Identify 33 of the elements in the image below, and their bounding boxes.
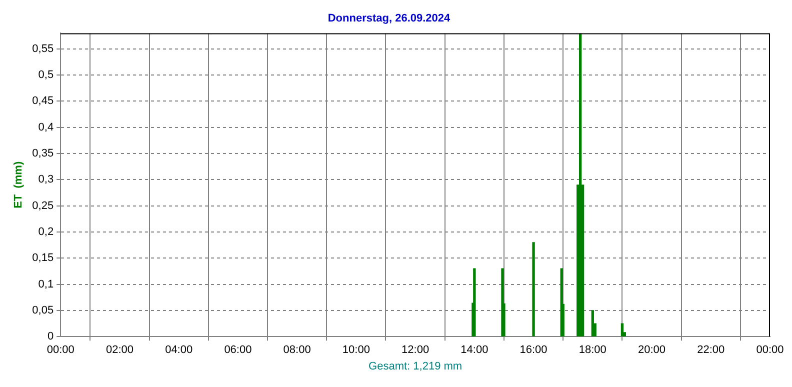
x-tick-label: 08:00 bbox=[283, 344, 311, 356]
y-tick-label: 0,1 bbox=[38, 278, 54, 290]
bar bbox=[620, 323, 624, 336]
y-tick-label: 0,3 bbox=[38, 174, 54, 186]
bar bbox=[532, 242, 535, 336]
x-tick-label: 10:00 bbox=[342, 344, 370, 356]
x-tick-label: 00:00 bbox=[756, 344, 784, 356]
y-tick-label: 0 bbox=[47, 330, 54, 343]
bar bbox=[578, 33, 582, 336]
y-tick-label: 0,5 bbox=[38, 69, 54, 82]
x-tick-label: 12:00 bbox=[402, 344, 430, 356]
bar bbox=[591, 310, 594, 336]
y-tick-label: 0,55 bbox=[32, 42, 54, 55]
chart-title: Donnerstag, 26.09.2024 bbox=[328, 12, 452, 25]
y-tick-label: 0,25 bbox=[32, 200, 54, 212]
x-tick-label: 04:00 bbox=[165, 344, 193, 356]
x-tick-label: 18:00 bbox=[578, 344, 606, 356]
y-tick-label: 0,45 bbox=[32, 95, 54, 108]
x-axis-title: Gesamt: 1,219 mm bbox=[368, 360, 462, 372]
y-tick-label: 0,05 bbox=[32, 304, 54, 316]
x-tick-label: 16:00 bbox=[520, 344, 548, 356]
x-tick-label: 22:00 bbox=[697, 344, 725, 356]
x-tick-label: 00:00 bbox=[46, 344, 74, 356]
x-tick-label: 14:00 bbox=[460, 344, 488, 356]
y-tick-label: 0,4 bbox=[38, 121, 54, 134]
x-tick-label: 06:00 bbox=[224, 344, 252, 356]
x-tick-label: 02:00 bbox=[106, 344, 134, 356]
y-axis-title: ET (mm) bbox=[12, 161, 25, 208]
y-tick-label: 0,35 bbox=[32, 148, 54, 160]
bar bbox=[473, 268, 476, 336]
y-tick-label: 0,2 bbox=[38, 226, 54, 238]
x-tick-label: 20:00 bbox=[638, 344, 666, 356]
y-tick-label: 0,15 bbox=[32, 252, 54, 264]
